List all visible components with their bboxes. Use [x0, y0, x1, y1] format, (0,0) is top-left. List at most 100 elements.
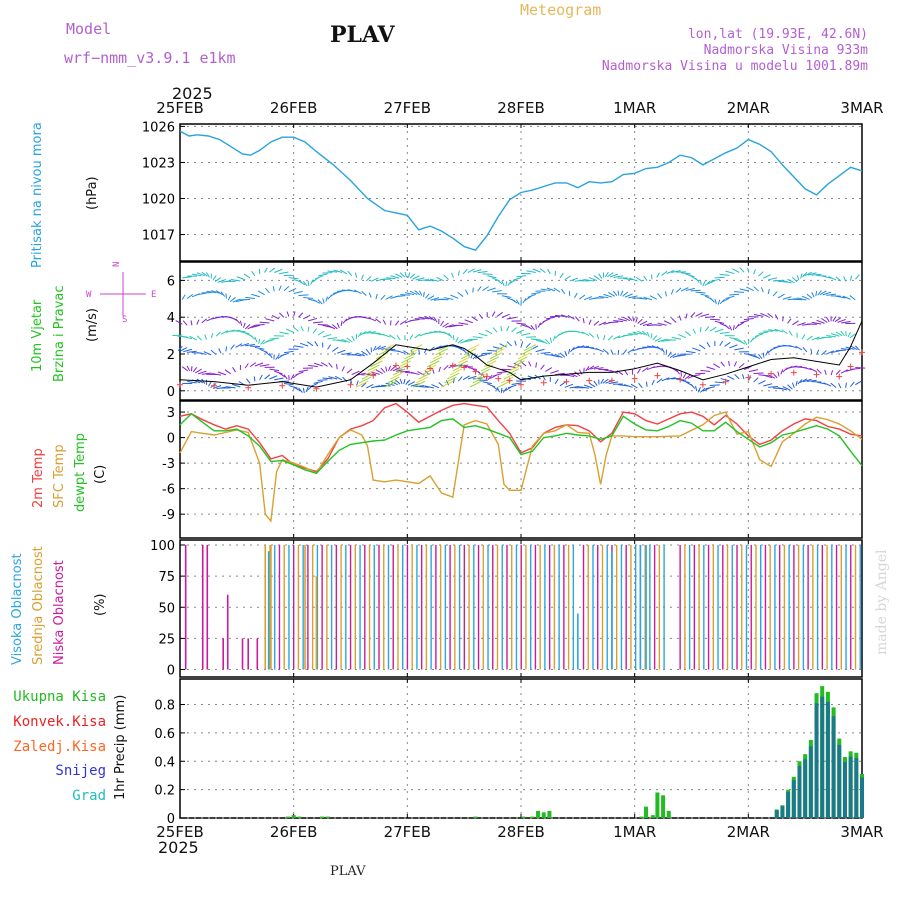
wind-vector	[641, 367, 649, 373]
wind-vector	[554, 378, 559, 385]
wind-vector	[767, 288, 770, 295]
wind-vector	[816, 368, 822, 374]
wind-vector	[361, 350, 368, 356]
wind-vector	[431, 384, 440, 389]
wind-vector	[298, 387, 303, 393]
wind-vector	[180, 346, 188, 352]
wind-vector	[587, 365, 595, 371]
wind-vector	[782, 386, 791, 391]
wind-vector	[830, 382, 837, 388]
wind-vector	[351, 335, 355, 342]
wind-vector	[253, 376, 256, 382]
wind-vector	[826, 293, 837, 296]
wind-vector	[753, 372, 764, 374]
wind-vector	[588, 277, 598, 282]
wind-vector	[354, 289, 362, 295]
wind-vector	[464, 289, 469, 295]
wind-vector	[249, 334, 256, 340]
wind-vector	[407, 272, 411, 278]
wind-vector	[423, 347, 428, 354]
wind-vector	[390, 365, 396, 372]
wind-vector	[265, 287, 270, 294]
wind-vector	[748, 369, 759, 373]
wind-vector	[461, 352, 474, 360]
wind-vector	[612, 290, 618, 297]
wind-vector	[515, 299, 520, 305]
wind-vector	[375, 385, 386, 388]
wind-vector	[275, 354, 280, 360]
wind-vector	[651, 379, 655, 386]
wind-vector	[305, 386, 309, 393]
wind-vector	[477, 370, 483, 377]
wind-vector	[608, 292, 616, 297]
wind-vector	[555, 372, 565, 376]
wind-vector	[293, 290, 303, 294]
wind-vector	[806, 335, 813, 341]
wind-vector	[395, 273, 403, 278]
wind-vector	[801, 334, 806, 340]
wind-vector	[458, 356, 471, 364]
wind-vector	[419, 290, 423, 296]
wind-vector	[768, 277, 778, 281]
wind-vector	[719, 331, 730, 335]
pressure-unit-label: (hPa)	[85, 176, 100, 210]
wind-vector	[302, 281, 308, 287]
wind-vector	[739, 288, 749, 292]
wind-vector	[327, 270, 338, 273]
model-label: Model	[66, 20, 111, 38]
wind-vector	[283, 374, 288, 380]
wind-vector	[598, 273, 603, 279]
wind-vector	[450, 294, 459, 299]
wind-vector	[496, 311, 503, 317]
wind-vector	[645, 381, 648, 387]
wind-vector	[523, 344, 537, 352]
wind-vector	[796, 275, 800, 281]
wind-vector	[552, 335, 556, 341]
wind-vector	[713, 363, 721, 369]
wind-vector	[838, 382, 842, 389]
wind-vector	[392, 368, 406, 376]
wind-gust-mark	[404, 363, 411, 370]
wind-vector	[802, 366, 812, 371]
wind-vector	[540, 364, 545, 370]
date-label-top: 3MAR	[840, 99, 883, 117]
wind-vector	[512, 360, 525, 368]
wind-vector	[740, 319, 749, 324]
wind-vector	[697, 387, 701, 393]
precip-bar	[644, 806, 649, 818]
wind-vector	[593, 380, 598, 387]
wind-vector	[299, 342, 309, 347]
wind-vector	[675, 287, 682, 293]
wind-vector	[370, 277, 379, 282]
wind-vector	[254, 336, 258, 343]
legend-graupel: Grad	[72, 788, 106, 804]
wind-vector	[201, 271, 208, 277]
wind-vector	[535, 362, 538, 368]
wind-vector	[265, 318, 275, 322]
wind-vector	[427, 295, 435, 300]
wind-vector	[598, 295, 609, 299]
wind-vector	[719, 340, 724, 347]
wind-vector	[232, 298, 241, 303]
wind-vector	[540, 288, 551, 292]
wind-vector	[520, 341, 524, 347]
wind-vector	[271, 314, 280, 320]
wind-vector	[627, 348, 635, 354]
wind-vector	[768, 329, 778, 332]
temperature-frame	[179, 400, 863, 539]
wind-vector	[182, 320, 188, 326]
wind-vector	[847, 331, 851, 338]
wind-vector	[303, 314, 311, 320]
wind-vector	[821, 275, 832, 279]
wind-vector	[569, 277, 579, 282]
wind-vector	[410, 371, 420, 376]
precip-bar	[536, 810, 541, 818]
wind-vector	[278, 372, 286, 378]
wind-vector	[206, 272, 210, 278]
wind-vector	[781, 329, 788, 335]
wind-vector	[186, 293, 194, 299]
wind-vector	[600, 378, 604, 384]
wind-vector	[307, 326, 310, 332]
wind-vector	[699, 326, 702, 333]
wind-vector	[506, 368, 520, 376]
